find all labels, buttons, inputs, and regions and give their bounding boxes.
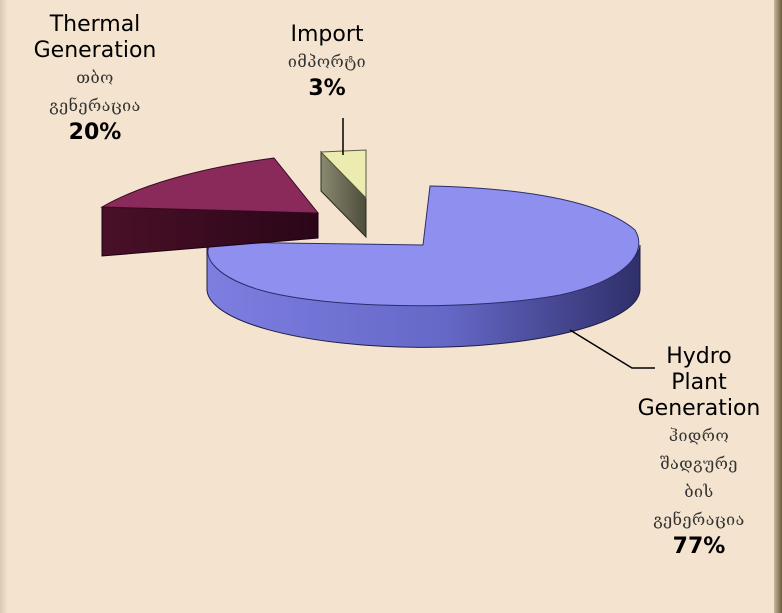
label-hydro-ka-4: გენერაცია <box>653 510 745 529</box>
label-hydro-en-2: Plant <box>671 370 727 395</box>
left-frame-edge <box>0 0 8 613</box>
label-hydro-ka-2: შადგურე <box>660 454 738 473</box>
label-thermal-ka-2: გენერაცია <box>49 96 141 115</box>
label-hydro-value: 77% <box>672 534 726 559</box>
label-import-en: Import <box>290 22 364 47</box>
label-thermal-ka-1: თბო <box>76 68 114 87</box>
label-import-ka: იმპორტი <box>287 52 367 71</box>
label-import: Import იმპორტი 3% <box>262 22 392 102</box>
label-hydro: Hydro Plant Generation ჰიდრო შადგურე ბის… <box>616 344 782 560</box>
label-hydro-en-1: Hydro <box>666 344 732 369</box>
label-hydro-ka-3: ბის <box>684 482 714 501</box>
slice-hydro-top <box>207 185 640 307</box>
right-frame-edge <box>774 0 782 613</box>
label-import-value: 3% <box>308 76 346 101</box>
label-hydro-ka-1: ჰიდრო <box>668 426 730 445</box>
label-thermal: Thermal Generation თბო გენერაცია 20% <box>20 12 170 146</box>
label-thermal-en-2: Generation <box>33 38 157 63</box>
label-hydro-en-3: Generation <box>637 396 761 421</box>
label-thermal-value: 20% <box>68 120 122 145</box>
label-thermal-en-1: Thermal <box>49 12 141 37</box>
slice-thermal-top <box>100 157 320 214</box>
leader-line-hydro <box>569 329 655 369</box>
